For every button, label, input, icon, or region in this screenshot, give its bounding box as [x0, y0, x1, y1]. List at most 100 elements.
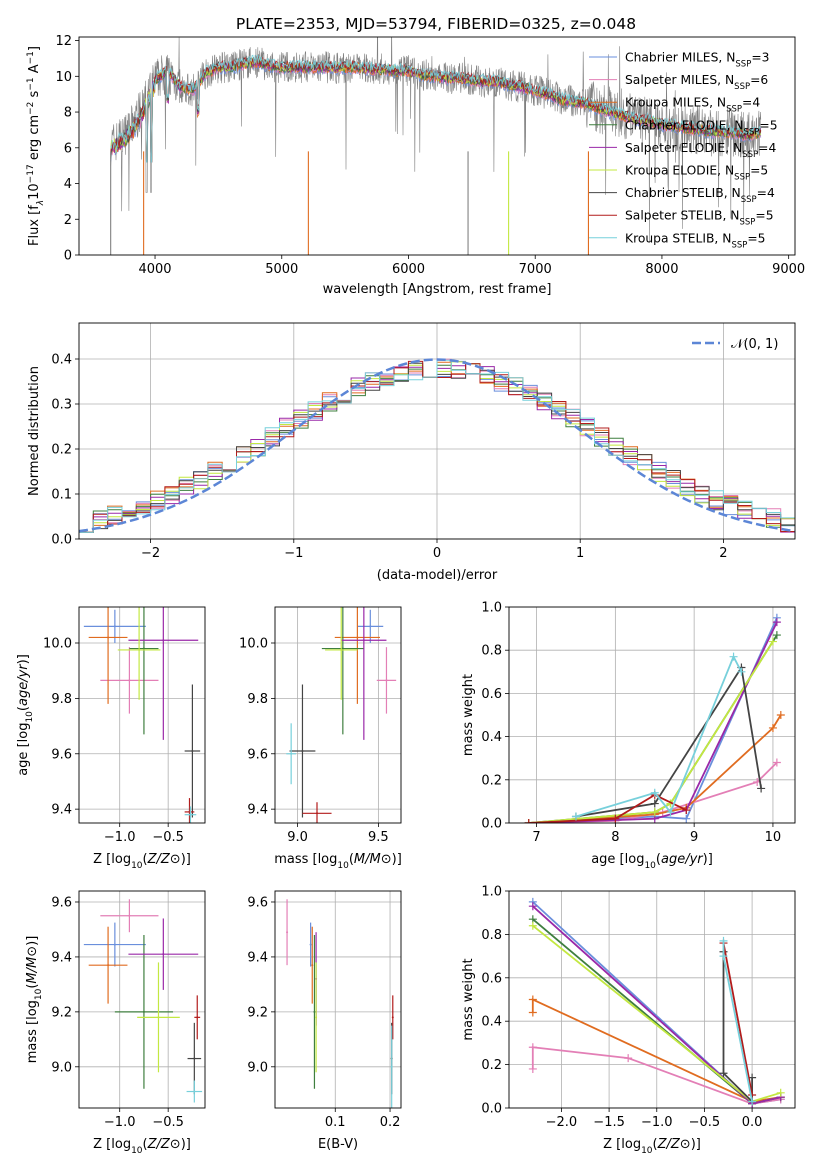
mass_vs_Z-xtick-label: −1.0: [104, 1115, 136, 1130]
weight_vs_age-ytick-label: 0.2: [481, 773, 502, 788]
spectrum-ylabel-part: −17: [26, 164, 36, 183]
spectrum-ylabel-part: −1: [26, 51, 36, 64]
weight-marker: [524, 819, 533, 823]
legend-label: Kroupa ELODIE, NSSP=5: [625, 164, 768, 183]
weight_vs_age-xlabel: age [log10(age/yr)]: [591, 852, 713, 871]
legend-model-name: Chabrier STELIB, N: [625, 186, 741, 200]
legend-model-name: Kroupa ELODIE, N: [625, 164, 734, 178]
residual-legend-label: 𝒩(0, 1): [731, 337, 778, 352]
age_vs_Z-xlabel-part: Z/Z⊙: [147, 852, 181, 867]
mass_vs_Z-ylabel-part: mass [log: [25, 1000, 40, 1063]
data-point: [113, 625, 116, 628]
data-point: [290, 752, 293, 755]
spectrum-plot-area: [110, 37, 762, 255]
residuals-plot-area: [79, 323, 795, 539]
spectrum-ytick-label: 2: [64, 213, 72, 228]
legend-label: Chabrier ELODIE, NSSP=5: [625, 118, 778, 137]
weight_vs_age-xlabel-part: age [log: [591, 852, 644, 867]
weight_vs_age-ytick-label: 1.0: [481, 601, 502, 616]
spectrum-xtick-label: 6000: [392, 262, 425, 277]
spectrum-ylabel: Flux [fλ10−17 erg cm−2 s−1 A−1]: [26, 46, 46, 246]
weight_vs_Z-xtick-label: −0.5: [689, 1115, 721, 1130]
weight-series-line: [722, 942, 753, 1096]
legend-model-name: Salpeter MILES, N: [625, 73, 734, 87]
legend-label: Chabrier MILES, NSSP=3: [625, 51, 769, 70]
spectrum-ylabel-part: erg cm: [27, 115, 42, 164]
mass_vs_ebv-panel: 0.1 0.2 9.0 9.2 9.4 9.6 E(B-V): [247, 890, 402, 1152]
residual-histogram: [79, 359, 795, 533]
mass_vs_Z-panel: −1.0 −0.59.09.29.49.6Z [log10(Z/Z⊙)]mass …: [25, 890, 206, 1156]
spectrum-panel: 4000 5000 6000 7000 8000 9000 0 2 4 6 8 10 12 wavelen…: [26, 34, 805, 297]
age_vs_mass-xlabel-part: )]: [392, 852, 402, 867]
age_vs_mass-panel: 9.0 9.5 9.4 9.6 9.8 10.0 mass [log10(M/M⊙)]: [239, 606, 402, 871]
data-point: [315, 1016, 318, 1019]
spectrum-ylabel-part: 10: [27, 183, 42, 200]
age_vs_Z-ylabel-part: (: [16, 706, 31, 711]
spectrum-ytick-label: 8: [64, 106, 72, 121]
legend-label: Chabrier STELIB, NSSP=4: [625, 186, 775, 205]
spectrum-xlabel: wavelength [Angstrom, rest frame]: [323, 282, 552, 297]
age_vs_Z-ytick-label: 10.0: [43, 637, 72, 652]
spectrum-ylabel-part: Flux [f: [27, 205, 42, 246]
legend-nssp-sub: SSP: [734, 82, 750, 92]
age_vs_Z-panel: −1.0 −0.59.49.69.810.0Z [log10(Z/Z⊙)]age …: [16, 606, 206, 871]
weight_vs_age-ylabel: mass weight: [461, 674, 476, 756]
data-point: [316, 812, 318, 815]
data-point: [128, 679, 131, 682]
mass_vs_Z-ytick-label: 9.6: [51, 895, 72, 910]
age_vs_Z-ylabel-part: age [log: [16, 723, 31, 776]
data-point: [107, 636, 110, 639]
data-point: [128, 914, 131, 917]
weight_vs_Z-xtick-label: −1.0: [641, 1115, 673, 1130]
weight-marker: [772, 618, 781, 627]
weight-marker: [776, 711, 785, 719]
spectrum-xtick-label: 9000: [772, 262, 805, 277]
data-point: [162, 953, 165, 956]
legend-model-name: Salpeter STELIB, N: [625, 209, 740, 223]
legend-model-name: Kroupa STELIB, N: [625, 231, 731, 245]
spectrum-xtick-label: 5000: [265, 262, 298, 277]
legend-nssp-sub: SSP: [735, 60, 751, 70]
age_vs_Z-ytick-label: 9.6: [51, 747, 72, 762]
age_vs_Z-xlabel-part: )]: [181, 852, 191, 867]
age_vs_Z-plot-area: [79, 607, 205, 823]
age_vs_mass-ytick-label: 10.0: [239, 637, 268, 652]
mass_vs_ebv-xtick-label: 0.2: [380, 1115, 401, 1130]
legend-nssp-value: =6: [750, 73, 768, 87]
data-point: [356, 636, 359, 639]
age_vs_mass-xtick-label: 9.5: [368, 830, 389, 845]
mass_vs_ebv-ytick-label: 9.2: [247, 1005, 268, 1020]
age_vs_mass-xlabel-part: M/M⊙: [354, 852, 392, 867]
weight-marker: [528, 902, 537, 911]
mass_vs_ebv-grid: [275, 891, 401, 1108]
mass_vs_Z-ylabel-part: M/M⊙: [25, 946, 40, 984]
mass_vs_Z-ylabel-part: 10: [34, 988, 44, 1000]
data-point: [309, 943, 312, 946]
weight_vs_age-ytick-label: 0.6: [481, 687, 502, 702]
legend-nssp-sub: SSP: [726, 105, 742, 115]
residuals-ytick-label: 0.0: [51, 533, 72, 548]
weight_vs_Z-xlabel: Z [log10(Z/Z⊙)]: [603, 1137, 701, 1156]
weight-marker: [650, 799, 659, 808]
data-point: [369, 625, 372, 628]
weight_vs_Z-xtick-label: 0.0: [742, 1115, 763, 1130]
mass_vs_Z-plot-area: [79, 891, 205, 1108]
weight_vs_Z-ylabel: mass weight: [461, 958, 476, 1040]
data-point: [196, 1016, 199, 1019]
age_vs_mass-ytick-label: 9.8: [247, 692, 268, 707]
weight_vs_age-plot-area: [509, 607, 795, 823]
legend-nssp-value: =5: [750, 164, 768, 178]
legend-nssp-sub: SSP: [741, 195, 757, 205]
weight_vs_Z-xlabel-part: )]: [691, 1137, 701, 1152]
weight_vs_age-xlabel-part: age/yr: [661, 852, 704, 867]
weight_vs_age-grid: [509, 607, 795, 823]
weight-marker: [757, 784, 766, 793]
mass_vs_Z-xlabel-part: Z/Z⊙: [147, 1137, 181, 1152]
weight-series-line: [722, 951, 753, 1104]
weight-marker: [528, 1043, 537, 1052]
legend-nssp-value: =4: [742, 96, 760, 110]
age_vs_Z-ylabel: age [log10(age/yr)]: [16, 654, 35, 776]
weight-series-line: [531, 998, 781, 1103]
age_vs_mass-ytick-label: 9.6: [247, 747, 268, 762]
